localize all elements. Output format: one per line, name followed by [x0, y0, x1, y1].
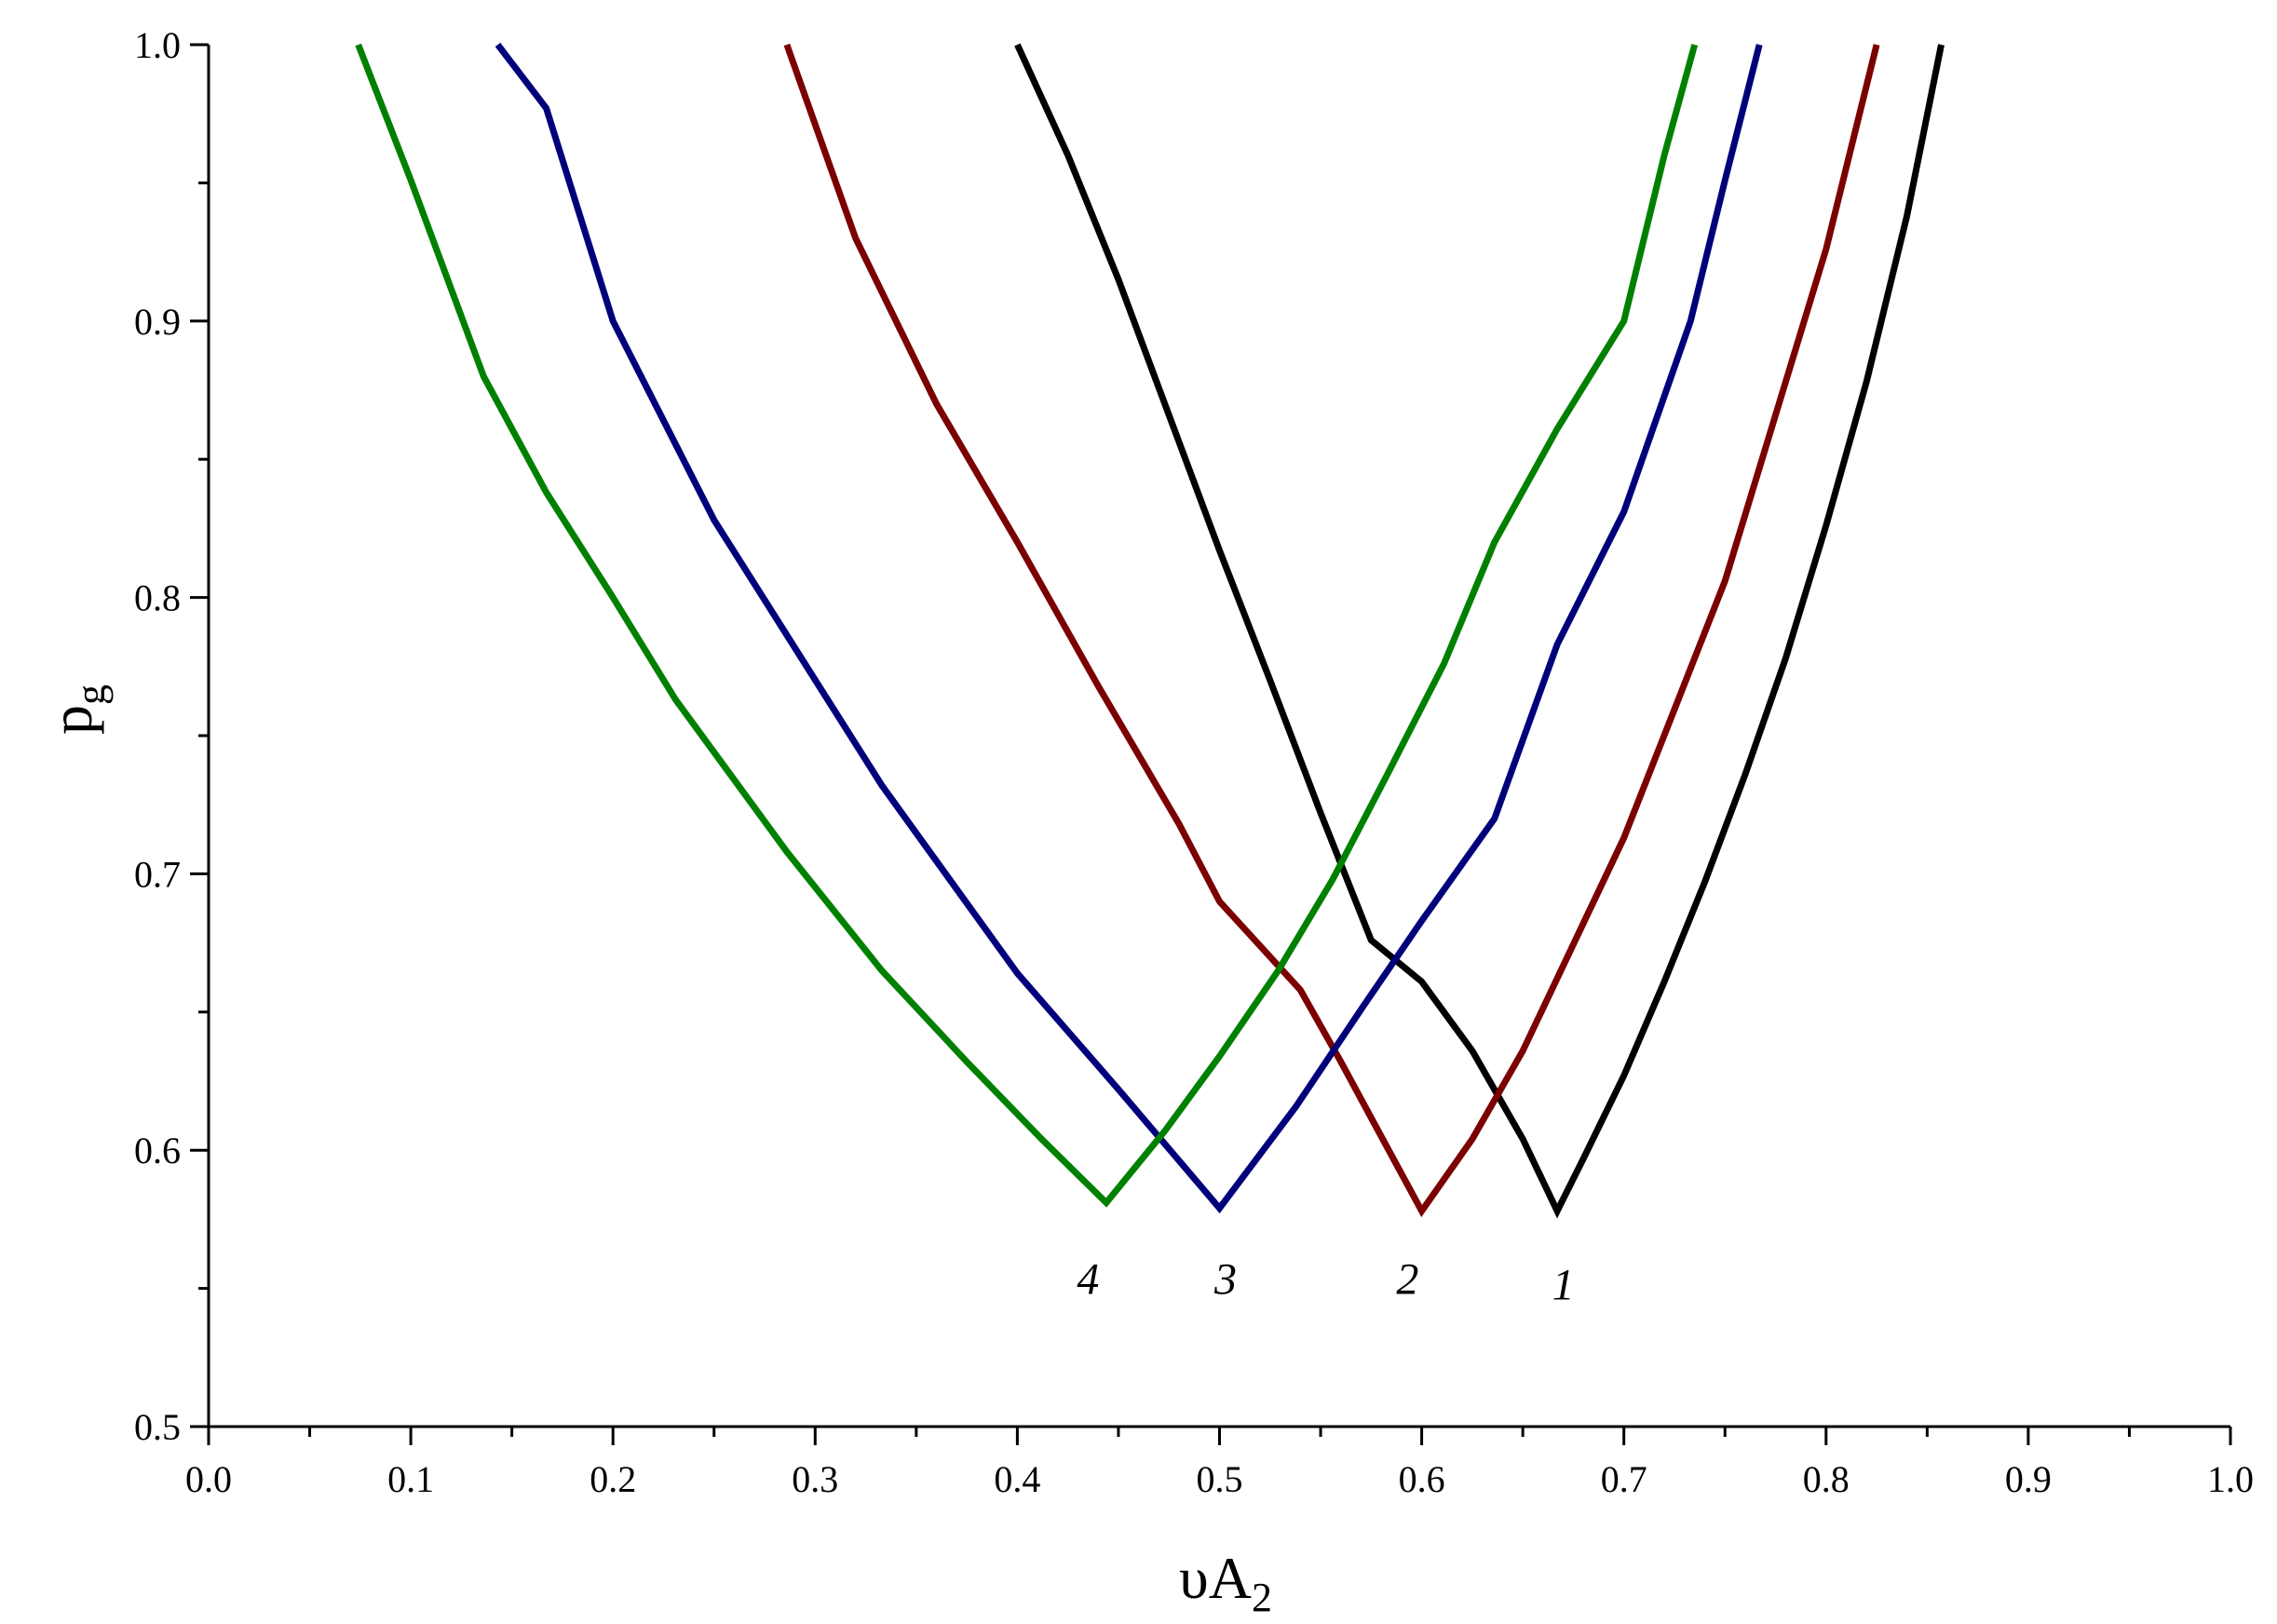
- x-tick-label: 0.9: [2005, 1458, 2052, 1500]
- y-axis-title: pg: [38, 684, 114, 735]
- x-tick-label: 0.4: [994, 1458, 1040, 1500]
- axes-layer: 0.0 0.1 0.2 0.3 0.4 0.5 0.6 0.7 0.8 0.9 1.0 0.5 0.6…: [134, 24, 2254, 1500]
- y-tick-label: 0.8: [134, 577, 181, 619]
- x-tick-label: 0.2: [590, 1458, 636, 1500]
- series-layer: [355, 42, 1945, 1219]
- labels-layer: 4 3 2 1: [1077, 1255, 1574, 1310]
- x-tick-label: 1.0: [2207, 1458, 2254, 1500]
- y-tick-label: 0.6: [134, 1130, 181, 1171]
- series-1-line: [1014, 43, 1945, 1219]
- series-2-line: [783, 43, 1880, 1218]
- y-axis-title-main: p: [38, 705, 104, 735]
- curve-label-4: 4: [1077, 1255, 1099, 1305]
- curve-label-3: 3: [1213, 1255, 1237, 1305]
- x-tick-label: 0.3: [792, 1458, 838, 1500]
- x-tick-label: 0.1: [387, 1458, 434, 1500]
- y-tick-label: 1.0: [134, 24, 181, 66]
- x-tick-label: 0.7: [1601, 1458, 1647, 1500]
- x-tick-label: 0.5: [1197, 1458, 1243, 1500]
- y-tick-label: 0.7: [134, 853, 181, 895]
- y-ticks: 0.5 0.6 0.7 0.8 0.9 1.0: [134, 24, 209, 1448]
- x-ticks: 0.0 0.1 0.2 0.3 0.4 0.5 0.6 0.7 0.8 0.9 1.0: [185, 1427, 2254, 1500]
- x-tick-label: 0.0: [185, 1458, 232, 1500]
- y-tick-label: 0.5: [134, 1406, 181, 1448]
- x-axis-title: υA2: [1179, 1545, 1272, 1619]
- y-tick-label: 0.9: [134, 301, 181, 343]
- curve-label-2: 2: [1396, 1255, 1418, 1305]
- y-axis-title-sub: g: [68, 684, 114, 705]
- curve-label-1: 1: [1552, 1260, 1575, 1309]
- x-tick-label: 0.6: [1399, 1458, 1445, 1500]
- series-3-line: [495, 42, 1763, 1214]
- x-axis-title-main: υA: [1179, 1545, 1252, 1611]
- x-tick-label: 0.8: [1803, 1458, 1850, 1500]
- series-4-line: [355, 43, 1699, 1208]
- x-axis-title-sub: 2: [1252, 1575, 1272, 1619]
